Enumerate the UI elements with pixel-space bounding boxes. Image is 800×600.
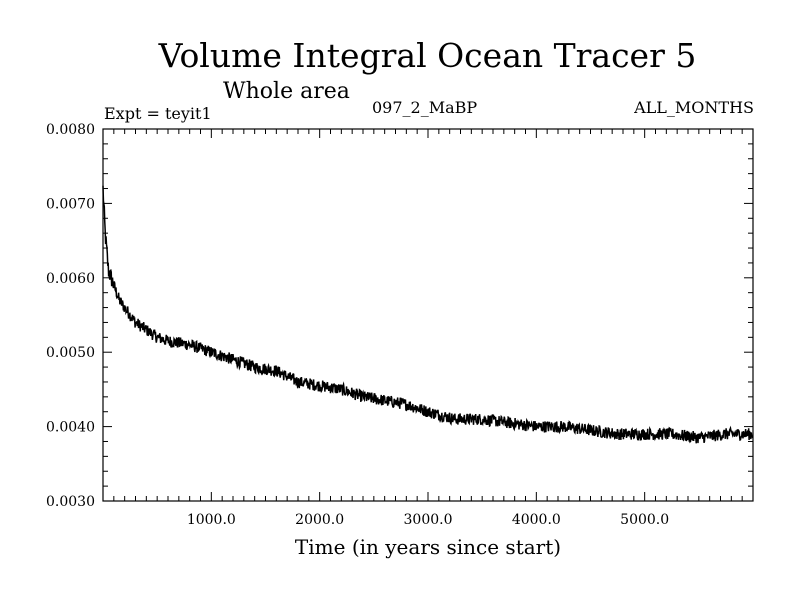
x-tick-label: 4000.0 — [512, 512, 561, 528]
run-label: 097_2_MaBP — [372, 98, 478, 117]
x-tick-label: 2000.0 — [295, 512, 344, 528]
y-tick-label: 0.0070 — [46, 196, 95, 212]
x-tick-label: 3000.0 — [404, 512, 453, 528]
y-tick-label: 0.0080 — [46, 122, 95, 138]
x-tick-label: 5000.0 — [620, 512, 669, 528]
x-axis-label: Time (in years since start) — [294, 535, 562, 559]
x-tick-label: 1000.0 — [187, 512, 236, 528]
y-tick-label: 0.0050 — [46, 345, 95, 361]
months-label: ALL_MONTHS — [634, 98, 754, 117]
chart-subtitle: Whole area — [223, 79, 350, 104]
series-line-tracer-5 — [102, 185, 754, 444]
axis-ticks — [103, 129, 753, 501]
y-tick-label: 0.0030 — [46, 494, 95, 510]
chart-title: Volume Integral Ocean Tracer 5 — [158, 36, 697, 75]
y-tick-label: 0.0040 — [46, 420, 95, 436]
tick-labels: 1000.0 2000.0 3000.0 4000.0 5000.0 0.0030 0.00… — [46, 122, 669, 528]
plot-frame — [102, 128, 754, 502]
y-tick-label: 0.0060 — [46, 271, 95, 287]
experiment-label: Expt = teyit1 — [104, 104, 212, 123]
